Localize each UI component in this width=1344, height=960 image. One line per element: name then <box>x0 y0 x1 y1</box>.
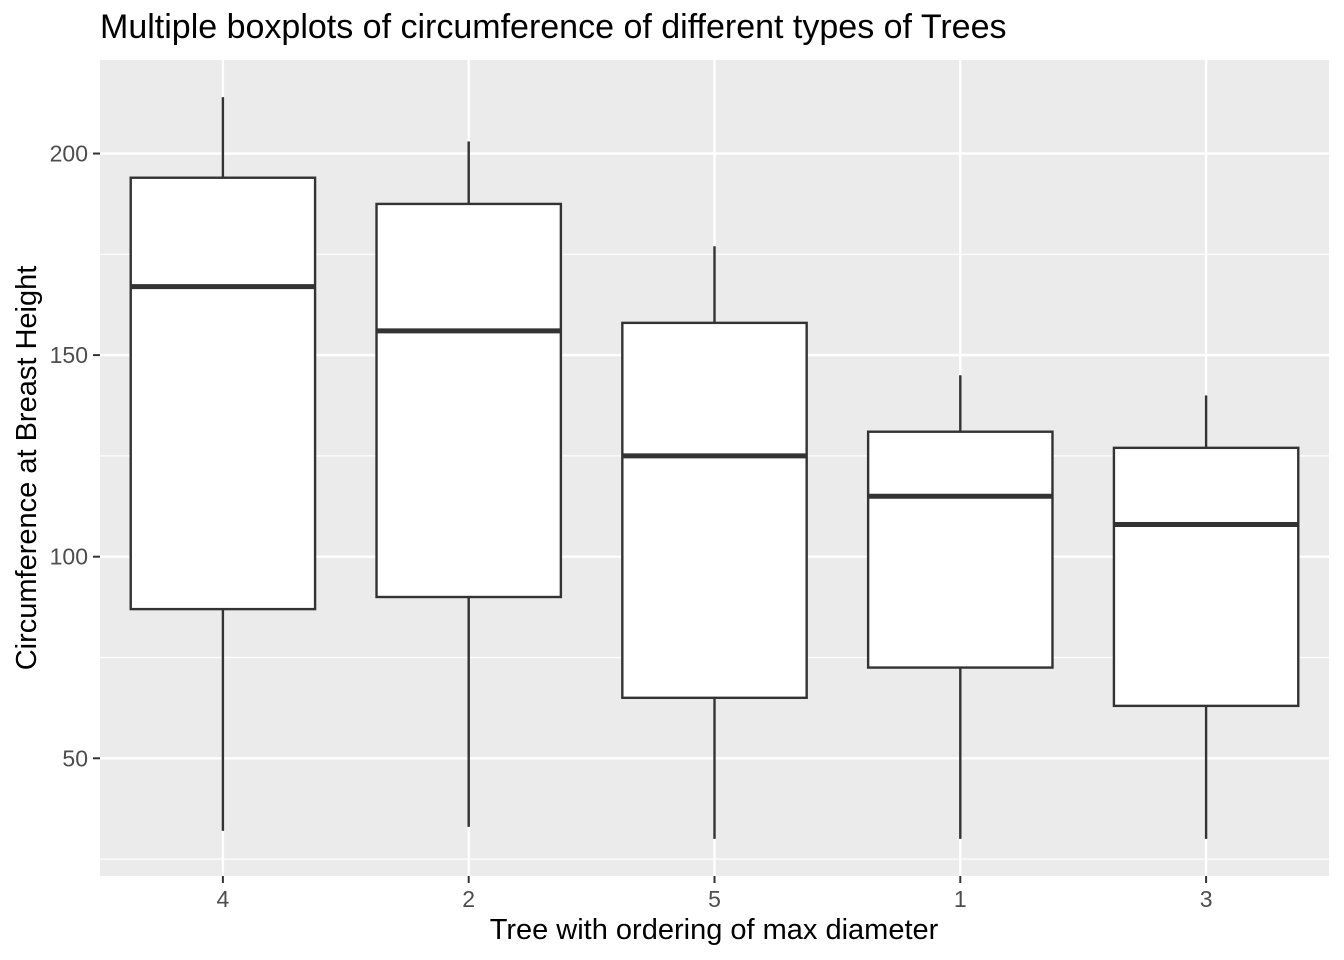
x-axis-title: Tree with ordering of max diameter <box>490 914 939 946</box>
box-series <box>129 97 1300 839</box>
y-axis-title: Circumference at Breast Height <box>11 266 43 671</box>
x-tick-label: 5 <box>708 886 721 912</box>
y-tick-label: 50 <box>62 745 88 771</box>
box-4 <box>129 97 317 831</box>
box-1 <box>866 375 1054 839</box>
box-2 <box>375 141 563 827</box>
box-5 <box>621 246 808 839</box>
box-iqr <box>621 321 808 700</box>
x-tick-label: 4 <box>217 886 230 912</box>
y-tick-label: 200 <box>50 141 88 167</box>
box-iqr <box>866 430 1054 669</box>
box-iqr <box>129 176 317 611</box>
box-iqr <box>375 202 563 599</box>
x-tick-label: 2 <box>462 886 475 912</box>
x-axis: 4 2 5 1 3 <box>217 876 1213 912</box>
box-iqr <box>1112 446 1300 708</box>
chart-title: Multiple boxplots of circumference of di… <box>100 8 1006 46</box>
box-3 <box>1112 395 1300 839</box>
y-tick-label: 100 <box>50 544 88 570</box>
x-tick-label: 1 <box>954 886 967 912</box>
y-axis: 50 100 150 200 <box>50 141 100 771</box>
x-tick-label: 3 <box>1200 886 1213 912</box>
y-tick-label: 150 <box>50 342 88 368</box>
